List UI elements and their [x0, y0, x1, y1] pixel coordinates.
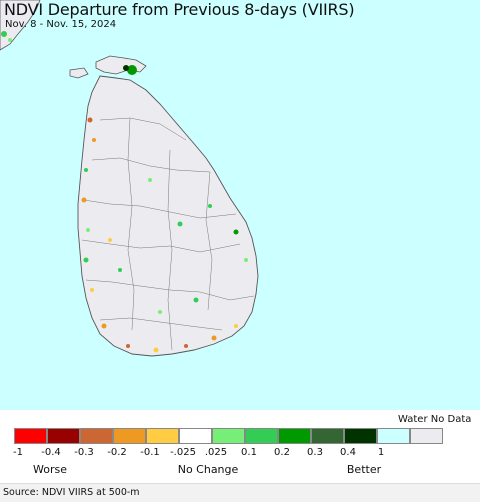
- legend-tick-1: -0.4: [41, 447, 61, 458]
- legend-swatch-0: [14, 428, 47, 444]
- source-bar: Source: NDVI VIIRS at 500-m: [0, 483, 480, 502]
- worse-label: Worse: [33, 463, 67, 476]
- legend-swatch-3: [113, 428, 146, 444]
- legend-swatch-7: [245, 428, 278, 444]
- legend-tick-2: -0.3: [74, 447, 94, 458]
- island-fragment: [69, 67, 89, 79]
- legend-tick-0: -1: [13, 447, 23, 458]
- legend-swatch-12: [410, 428, 443, 444]
- legend: Water No Data -1 -0.4 -0.3 -0.2 -0.1 -.025 .02…: [0, 410, 480, 480]
- legend-swatch-9: [311, 428, 344, 444]
- legend-tick-11: 1: [377, 447, 385, 458]
- legend-tick-10: 0.4: [340, 447, 356, 458]
- legend-swatch-11: [377, 428, 410, 444]
- legend-swatches: [14, 428, 443, 444]
- jaffna-peninsula: [95, 55, 147, 75]
- legend-swatch-10: [344, 428, 377, 444]
- water-no-data-label: Water No Data: [398, 414, 472, 425]
- india-coast: [0, 0, 41, 51]
- better-label: Better: [346, 463, 382, 476]
- district-boundaries: [81, 117, 255, 351]
- legend-tick-4: -0.1: [140, 447, 160, 458]
- map-panel: NDVI Departure from Previous 8-days (VII…: [0, 0, 480, 410]
- legend-swatch-6: [212, 428, 245, 444]
- legend-tick-5: -.025: [170, 447, 196, 458]
- source-text: Source: NDVI VIIRS at 500-m: [3, 487, 140, 498]
- legend-tick-8: 0.2: [274, 447, 290, 458]
- legend-tick-9: 0.3: [307, 447, 323, 458]
- sri-lanka-map: [0, 0, 259, 357]
- sri-lanka-landmass: [77, 75, 259, 357]
- legend-swatch-2: [80, 428, 113, 444]
- date-range: Nov. 8 - Nov. 15, 2024: [5, 19, 117, 30]
- legend-swatch-8: [278, 428, 311, 444]
- map-title: NDVI Departure from Previous 8-days (VII…: [4, 0, 355, 19]
- legend-tick-7: 0.1: [241, 447, 257, 458]
- legend-tick-6: .025: [204, 447, 228, 458]
- legend-swatch-5: [179, 428, 212, 444]
- legend-tick-3: -0.2: [107, 447, 127, 458]
- legend-swatch-1: [47, 428, 80, 444]
- no-change-label: No Change: [177, 463, 239, 476]
- ndvi-speckles: [1, 31, 248, 353]
- legend-swatch-4: [146, 428, 179, 444]
